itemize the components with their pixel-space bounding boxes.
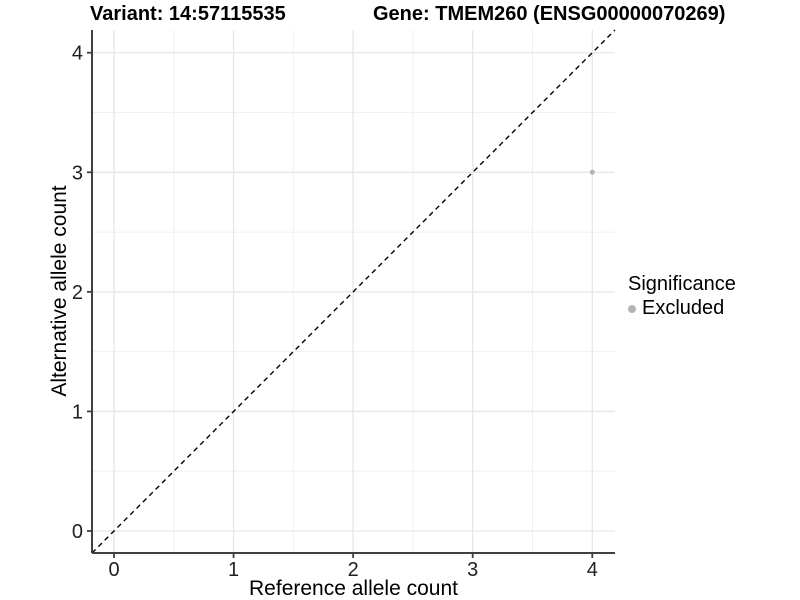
y-axis-title: Alternative allele count — [48, 185, 71, 397]
plot-title-gene: Gene: TMEM260 (ENSG00000070269) — [373, 3, 726, 25]
legend-point-icon — [628, 304, 636, 313]
y-tick-label-4: 4 — [72, 43, 83, 65]
x-tick-label-3: 3 — [467, 559, 478, 581]
legend: Significance Excluded — [628, 274, 736, 319]
legend-item-excluded: Excluded — [628, 298, 736, 319]
data-point-excluded — [589, 169, 595, 175]
y-tick-label-3: 3 — [72, 162, 83, 184]
x-tick-label-1: 1 — [228, 559, 239, 581]
plot-title-variant: Variant: 14:57115535 — [90, 3, 286, 25]
x-tick-label-4: 4 — [587, 559, 598, 581]
x-tick-label-0: 0 — [108, 559, 119, 581]
x-tick-label-2: 2 — [348, 559, 359, 581]
legend-item-label: Excluded — [642, 297, 725, 319]
y-tick-label-2: 2 — [72, 282, 83, 304]
identity-dashed-line — [91, 29, 616, 554]
legend-title: Significance — [628, 273, 736, 295]
y-tick-label-1: 1 — [72, 401, 83, 423]
x-axis-title: Reference allele count — [249, 577, 458, 600]
y-tick-label-0: 0 — [72, 521, 83, 543]
